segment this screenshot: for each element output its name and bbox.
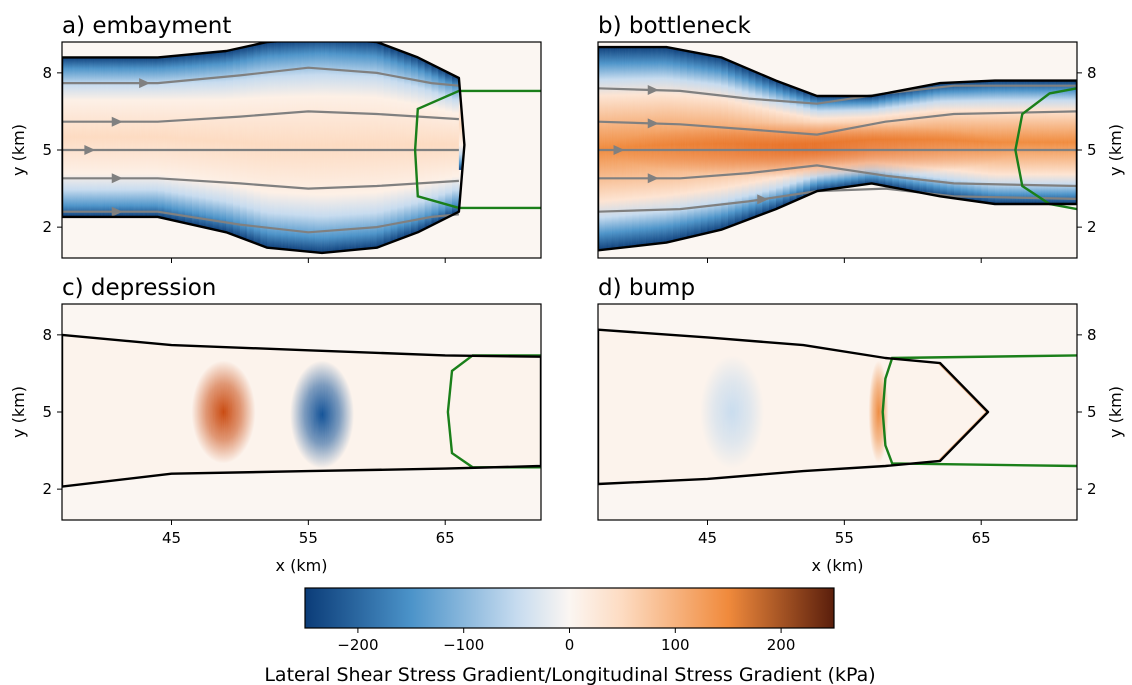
colorbar-tick-label: 100 <box>661 636 690 654</box>
streamline-arrow <box>647 85 659 95</box>
y-tick-label: 8 <box>42 326 52 344</box>
y-tick-label: 2 <box>42 218 52 236</box>
panel-title: d) bump <box>598 275 695 301</box>
streamline-arrow <box>111 173 123 184</box>
colorbar-label: Lateral Shear Stress Gradient/Longitudin… <box>264 664 875 685</box>
y-tick-label: 2 <box>1087 218 1097 236</box>
panel-d: d) bump 45 55 65 x (km) 2 5 8 y (km) <box>597 275 1125 575</box>
panel-b: b) bottleneck 2 5 8 y (km) <box>597 13 1125 263</box>
panel-a: a) embayment 2 5 8 y (km) <box>9 13 542 263</box>
streamline-arrow <box>111 116 123 127</box>
ice-margin <box>62 333 541 488</box>
streamline <box>62 177 459 190</box>
streamline-arrow <box>757 194 769 205</box>
y-tick-label: 5 <box>1087 403 1097 421</box>
streamline-arrow <box>111 206 123 217</box>
streamline <box>62 210 460 234</box>
streamline <box>62 66 460 87</box>
streamline-arrow <box>647 118 659 129</box>
y-axis-label: y (km) <box>1106 124 1125 176</box>
streamline <box>598 164 1077 188</box>
panel-title: a) embayment <box>62 13 231 39</box>
y-tick-label: 2 <box>1087 480 1097 498</box>
colorbar: −200 −100 0 100 200 Lateral Shear Stress Gra… <box>264 587 876 685</box>
panel-title: b) bottleneck <box>598 13 752 39</box>
y-axis-label: y (km) <box>9 124 28 176</box>
y-tick-label: 5 <box>42 141 52 159</box>
x-tick-label: 55 <box>299 529 318 547</box>
panel-title: c) depression <box>62 275 216 301</box>
x-tick-label: 45 <box>698 529 717 547</box>
colorbar-tick-label: 0 <box>565 636 575 654</box>
colorbar-gradient <box>304 587 835 629</box>
streamline-arrow <box>613 145 625 155</box>
streamline <box>62 110 459 123</box>
streamline-arrow <box>139 78 151 89</box>
streamline <box>598 110 1077 136</box>
colorbar-tick-label: 200 <box>767 636 796 654</box>
y-axis-label: y (km) <box>1106 386 1125 438</box>
ice-margin <box>598 45 1077 252</box>
y-tick-label: 2 <box>42 480 52 498</box>
x-tick-label: 55 <box>835 529 854 547</box>
ice-margin <box>598 328 990 486</box>
x-tick-label: 45 <box>162 529 181 547</box>
heatmap-field <box>62 42 541 255</box>
streamline-arrow <box>84 145 96 155</box>
y-axis-label: y (km) <box>9 386 28 438</box>
y-tick-label: 8 <box>1087 64 1097 82</box>
heatmap-field <box>62 333 541 488</box>
streamline <box>598 84 1077 105</box>
y-tick-label: 8 <box>42 64 52 82</box>
x-tick-label: 65 <box>436 529 455 547</box>
x-axis-label: x (km) <box>812 556 864 575</box>
streamline-arrow <box>647 173 659 184</box>
colorbar-tick-label: −200 <box>337 636 378 654</box>
y-tick-label: 5 <box>42 403 52 421</box>
ice-margin <box>62 42 466 255</box>
x-tick-label: 65 <box>972 529 991 547</box>
y-tick-label: 8 <box>1087 326 1097 344</box>
heatmap-field <box>598 45 1077 252</box>
y-tick-label: 5 <box>1087 141 1097 159</box>
x-axis-label: x (km) <box>276 556 328 575</box>
colorbar-tick-label: −100 <box>443 636 484 654</box>
panel-c: c) depression 45 55 65 x (km) 2 5 8 y (km) <box>9 275 542 575</box>
